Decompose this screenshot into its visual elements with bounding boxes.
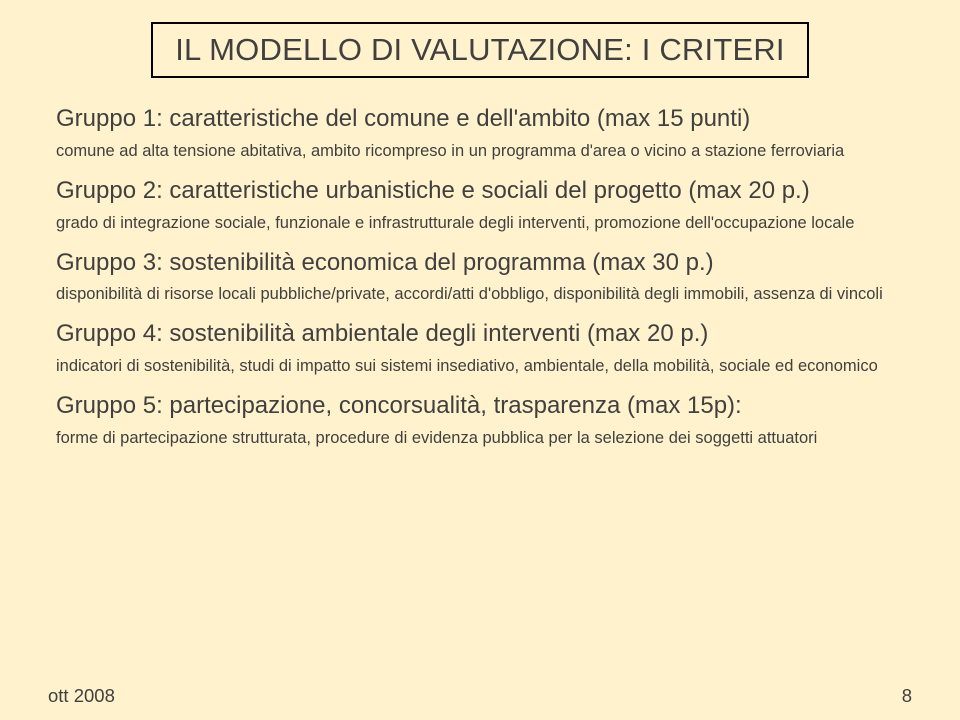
slide-title: IL MODELLO DI VALUTAZIONE: I CRITERI — [175, 32, 785, 68]
footer-page-number: 8 — [902, 685, 912, 707]
slide-content: Gruppo 1: caratteristiche del comune e d… — [48, 104, 912, 449]
group-detail: forme di partecipazione strutturata, pro… — [56, 428, 904, 449]
group-heading: Gruppo 5: partecipazione, concorsualità,… — [56, 391, 904, 422]
group-heading: Gruppo 1: caratteristiche del comune e d… — [56, 104, 904, 135]
group-heading: Gruppo 3: sostenibilità economica del pr… — [56, 248, 904, 279]
group-heading: Gruppo 4: sostenibilità ambientale degli… — [56, 319, 904, 350]
slide-title-box: IL MODELLO DI VALUTAZIONE: I CRITERI — [151, 22, 809, 78]
group-heading: Gruppo 2: caratteristiche urbanistiche e… — [56, 176, 904, 207]
footer-date: ott 2008 — [48, 685, 115, 707]
group-detail: indicatori di sostenibilità, studi di im… — [56, 356, 904, 377]
group-detail: grado di integrazione sociale, funzional… — [56, 213, 904, 234]
slide-footer: ott 2008 8 — [48, 685, 912, 707]
group-detail: disponibilità di risorse locali pubblich… — [56, 284, 904, 305]
group-detail: comune ad alta tensione abitativa, ambit… — [56, 141, 904, 162]
